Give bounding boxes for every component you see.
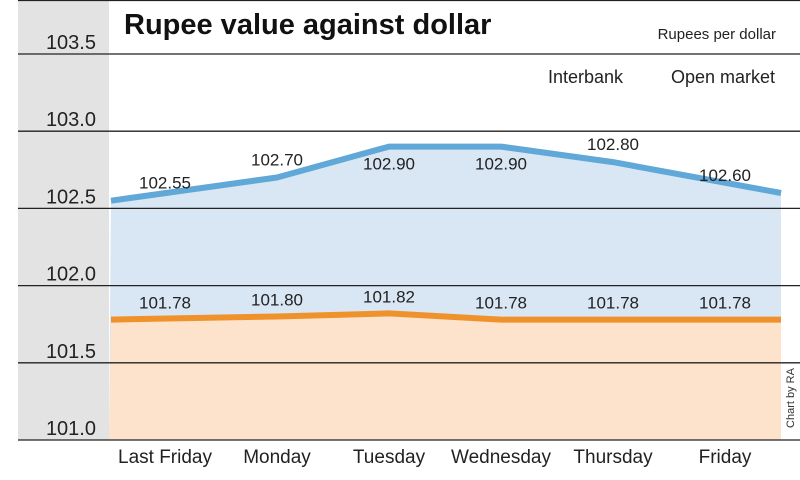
x-tick-label: Friday bbox=[699, 447, 752, 468]
chart-title: Rupee value against dollar bbox=[124, 9, 491, 41]
x-tick-label: Thursday bbox=[573, 447, 653, 468]
chart-credit: Chart by RA bbox=[785, 367, 797, 428]
data-label-open-market: 102.70 bbox=[251, 151, 303, 170]
data-label-interbank: 101.78 bbox=[475, 294, 527, 313]
y-tick-label: 102.0 bbox=[46, 264, 96, 286]
area-interbank bbox=[109, 313, 781, 440]
data-label-interbank: 101.78 bbox=[139, 294, 191, 313]
data-label-open-market: 102.55 bbox=[139, 174, 191, 193]
x-tick-label: Wednesday bbox=[451, 447, 551, 468]
data-label-open-market: 102.90 bbox=[363, 155, 415, 174]
line-open-market bbox=[110, 143, 782, 204]
data-label-interbank: 101.80 bbox=[251, 290, 303, 309]
legend-interbank: Interbank bbox=[548, 67, 624, 87]
data-label-open-market: 102.60 bbox=[699, 166, 751, 185]
y-tick-label: 101.5 bbox=[46, 341, 96, 363]
line-interbank bbox=[110, 310, 781, 323]
data-label-interbank: 101.82 bbox=[363, 287, 415, 306]
y-axis-band bbox=[18, 0, 109, 440]
data-label-open-market: 102.90 bbox=[475, 155, 527, 174]
data-label-open-market: 102.80 bbox=[587, 135, 639, 154]
y-tick-label: 103.0 bbox=[46, 109, 96, 131]
x-tick-label: Monday bbox=[243, 447, 311, 468]
y-tick-label: 101.0 bbox=[46, 418, 96, 440]
data-label-interbank: 101.78 bbox=[587, 294, 639, 313]
x-tick-label: Last Friday bbox=[118, 447, 212, 468]
y-tick-label: 102.5 bbox=[46, 186, 96, 208]
data-label-interbank: 101.78 bbox=[699, 294, 751, 313]
y-tick-label: 103.5 bbox=[46, 32, 96, 54]
legend-open-market: Open market bbox=[671, 67, 775, 87]
unit-label: Rupees per dollar bbox=[658, 26, 776, 43]
x-tick-label: Tuesday bbox=[353, 447, 426, 468]
